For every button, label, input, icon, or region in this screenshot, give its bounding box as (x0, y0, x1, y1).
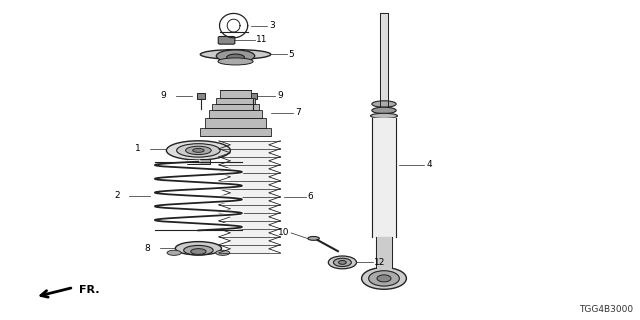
Ellipse shape (167, 250, 181, 255)
Ellipse shape (369, 271, 399, 286)
Ellipse shape (362, 268, 406, 289)
Ellipse shape (216, 50, 255, 62)
Text: 7: 7 (295, 108, 301, 117)
Text: 10: 10 (278, 228, 289, 237)
Ellipse shape (372, 107, 396, 114)
Text: 8: 8 (145, 244, 150, 253)
Ellipse shape (377, 275, 391, 282)
Ellipse shape (339, 260, 346, 264)
Ellipse shape (193, 148, 204, 152)
Ellipse shape (308, 236, 319, 240)
Ellipse shape (218, 58, 253, 65)
Text: 3: 3 (269, 21, 275, 30)
Bar (216, 98, 255, 104)
Bar (187, 159, 210, 164)
Bar (205, 118, 266, 128)
Bar (200, 128, 271, 136)
Text: 11: 11 (256, 36, 268, 44)
Bar (250, 93, 257, 99)
Bar (197, 93, 205, 99)
Ellipse shape (333, 258, 351, 267)
Text: 5: 5 (289, 50, 294, 59)
Ellipse shape (200, 50, 271, 59)
Text: 9: 9 (277, 92, 283, 100)
Text: TGG4B3000: TGG4B3000 (579, 305, 634, 314)
Ellipse shape (166, 141, 230, 160)
Ellipse shape (191, 249, 206, 254)
Ellipse shape (372, 101, 396, 107)
Ellipse shape (328, 256, 356, 269)
Text: 4: 4 (426, 160, 432, 169)
Text: 6: 6 (308, 192, 314, 201)
Text: 1: 1 (135, 144, 141, 153)
Ellipse shape (371, 113, 397, 118)
Bar (220, 90, 251, 98)
Ellipse shape (186, 146, 211, 155)
Text: FR.: FR. (79, 285, 99, 295)
Ellipse shape (177, 144, 220, 157)
Text: 2: 2 (114, 191, 120, 201)
Ellipse shape (175, 242, 221, 255)
Text: 9: 9 (161, 92, 166, 100)
Text: 12: 12 (374, 258, 386, 267)
FancyBboxPatch shape (218, 36, 235, 44)
Ellipse shape (216, 250, 230, 255)
Bar (209, 110, 262, 118)
Ellipse shape (184, 245, 213, 255)
Bar (212, 104, 259, 110)
Ellipse shape (227, 54, 244, 61)
